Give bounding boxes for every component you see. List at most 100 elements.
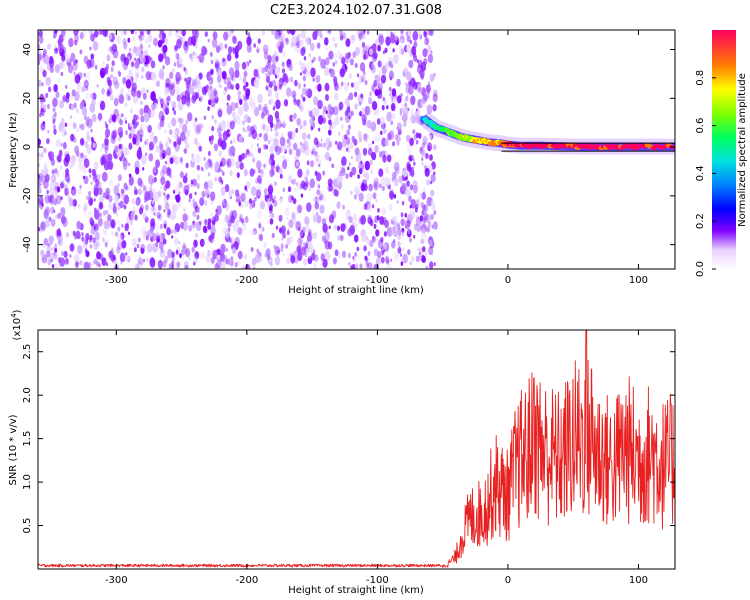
noise-speck	[175, 194, 181, 203]
noise-speck	[38, 79, 42, 87]
noise-speck	[230, 30, 234, 34]
noise-speck	[367, 203, 372, 212]
noise-speck	[205, 254, 211, 263]
noise-speck	[416, 84, 423, 94]
noise-speck	[187, 184, 190, 189]
noise-speck	[378, 71, 382, 77]
noise-speck	[64, 122, 68, 128]
noise-speck	[214, 119, 217, 124]
noise-speck	[317, 83, 322, 92]
noise-speck	[409, 214, 412, 219]
noise-speck	[292, 178, 297, 185]
noise-speck	[222, 57, 225, 63]
noise-speck	[222, 199, 225, 203]
noise-speck	[92, 142, 96, 149]
noise-speck	[230, 255, 234, 261]
noise-speck	[195, 38, 198, 43]
noise-speck	[349, 141, 354, 149]
x-tick-label: 0	[505, 275, 511, 286]
noise-speck	[317, 115, 324, 125]
noise-speck	[291, 180, 294, 185]
noise-speck	[325, 46, 328, 50]
noise-speck	[81, 232, 84, 237]
noise-speck	[93, 184, 100, 194]
noise-speck	[140, 100, 143, 105]
noise-speck	[307, 133, 311, 140]
noise-speck	[103, 160, 110, 171]
noise-speck	[340, 81, 344, 87]
snr-series-line	[38, 330, 675, 569]
noise-speck	[274, 91, 280, 99]
noise-speck	[219, 177, 223, 183]
noise-speck	[75, 59, 78, 64]
noise-speck	[406, 134, 411, 143]
noise-speck	[351, 222, 355, 227]
noise-speck	[185, 142, 190, 150]
noise-speck	[249, 59, 252, 64]
noise-speck	[246, 44, 252, 53]
noise-speck	[192, 210, 197, 217]
noise-speck	[267, 87, 273, 97]
noise-speck	[146, 89, 149, 93]
noise-speck	[207, 179, 214, 190]
noise-speck	[360, 214, 367, 225]
noise-speck	[345, 173, 349, 179]
noise-speck	[141, 66, 145, 73]
noise-speck	[43, 104, 46, 110]
noise-speck	[315, 85, 318, 90]
noise-speck	[181, 95, 187, 105]
noise-speck	[41, 203, 44, 207]
noise-speck	[220, 169, 223, 173]
noise-speck	[344, 97, 350, 106]
noise-speck	[133, 186, 137, 191]
noise-speck	[165, 46, 168, 51]
noise-speck	[52, 253, 56, 259]
noise-speck	[377, 208, 380, 213]
noise-speck	[324, 251, 331, 262]
noise-speck	[406, 161, 411, 170]
noise-speck	[433, 72, 436, 77]
x-tick-label: -100	[366, 275, 389, 286]
noise-speck	[152, 139, 157, 146]
noise-speck	[325, 215, 329, 220]
noise-speck	[293, 112, 297, 119]
noise-speck	[426, 226, 430, 233]
noise-speck	[234, 51, 239, 59]
noise-speck	[174, 85, 180, 95]
noise-speck	[221, 70, 227, 80]
noise-speck	[334, 92, 339, 101]
noise-speck	[402, 253, 409, 264]
noise-speck	[255, 106, 260, 114]
noise-speck	[316, 189, 321, 196]
noise-speck	[221, 98, 224, 103]
noise-speck	[74, 74, 81, 84]
noise-speck	[166, 195, 170, 200]
noise-speck	[131, 87, 137, 98]
noise-speck	[127, 95, 131, 101]
noise-speck	[162, 51, 167, 59]
noise-speck	[251, 152, 254, 157]
noise-speck	[316, 30, 322, 37]
noise-speck	[355, 46, 361, 56]
noise-speck	[139, 123, 145, 133]
noise-speck	[346, 129, 351, 136]
noise-speck	[423, 40, 427, 45]
noise-speck	[166, 166, 172, 177]
noise-speck	[409, 137, 414, 146]
noise-speck	[110, 66, 114, 73]
noise-speck	[388, 70, 394, 80]
noise-speck	[185, 172, 188, 177]
noise-speck	[42, 243, 45, 248]
noise-speck	[347, 252, 351, 259]
noise-speck	[306, 63, 309, 68]
noise-speck	[167, 208, 172, 216]
noise-speck	[53, 84, 58, 93]
noise-speck	[420, 99, 426, 108]
noise-speck	[283, 99, 289, 107]
noise-speck	[419, 146, 423, 152]
noise-speck	[180, 249, 185, 256]
noise-speck	[232, 36, 237, 45]
noise-speck	[51, 169, 55, 175]
noise-speck	[122, 77, 127, 85]
noise-speck	[61, 172, 65, 177]
